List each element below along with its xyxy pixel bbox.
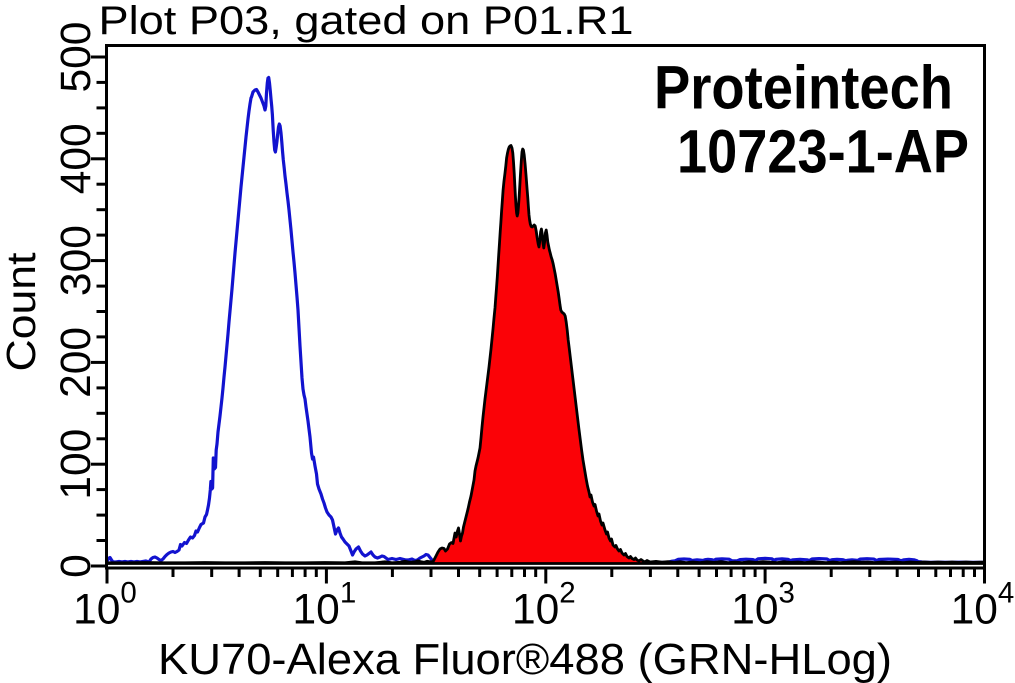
svg-text:10723-1-AP: 10723-1-AP	[677, 118, 969, 186]
svg-text:KU70-Alexa Fluor®488 (GRN-HLog: KU70-Alexa Fluor®488 (GRN-HLog)	[158, 635, 892, 683]
svg-text:Plot P03, gated on P01.R1: Plot P03, gated on P01.R1	[99, 0, 634, 43]
svg-text:Count: Count	[0, 252, 44, 372]
svg-text:102: 102	[512, 577, 576, 634]
svg-text:0: 0	[53, 554, 100, 578]
svg-text:Proteintech: Proteintech	[654, 54, 953, 123]
svg-text:100: 100	[73, 577, 137, 634]
